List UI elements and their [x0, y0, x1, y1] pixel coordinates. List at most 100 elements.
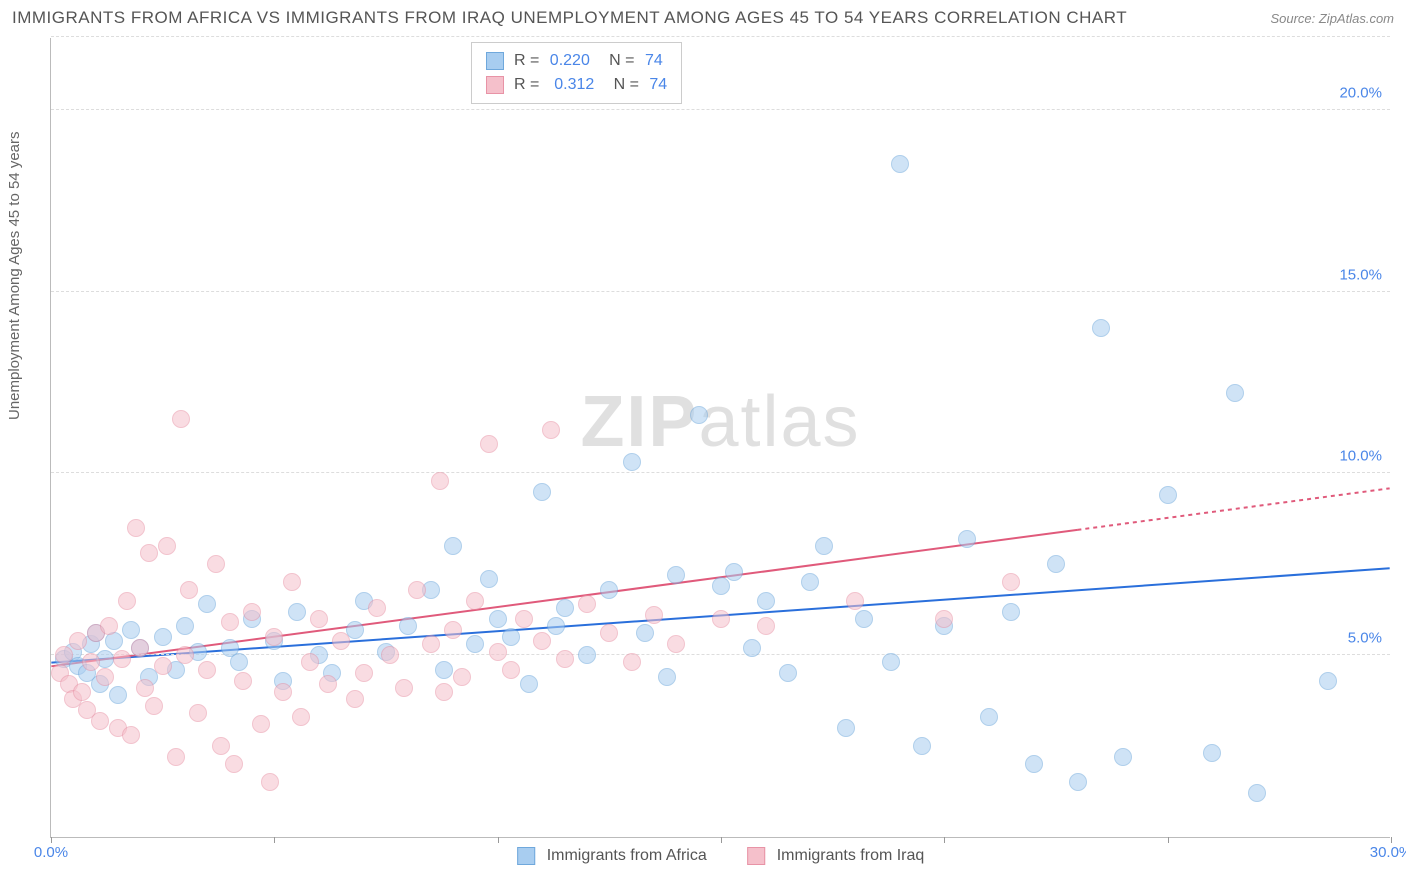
data-point-africa	[466, 635, 484, 653]
data-point-africa	[122, 621, 140, 639]
grid-line	[51, 654, 1390, 655]
data-point-iraq	[533, 632, 551, 650]
y-tick-label: 15.0%	[1339, 266, 1382, 283]
data-point-iraq	[234, 672, 252, 690]
data-point-africa	[913, 737, 931, 755]
data-point-africa	[502, 628, 520, 646]
data-point-africa	[578, 646, 596, 664]
data-point-africa	[520, 675, 538, 693]
grid-line	[51, 472, 1390, 473]
data-point-iraq	[502, 661, 520, 679]
x-tick-label: 0.0%	[34, 844, 68, 861]
data-point-iraq	[172, 410, 190, 428]
data-point-iraq	[127, 519, 145, 537]
chart-title: IMMIGRANTS FROM AFRICA VS IMMIGRANTS FRO…	[12, 8, 1127, 28]
data-point-iraq	[283, 573, 301, 591]
correlation-legend-box: R = 0.220 N = 74 R = 0.312 N = 74	[471, 42, 682, 104]
data-point-africa	[547, 617, 565, 635]
data-point-iraq	[319, 675, 337, 693]
data-point-africa	[1069, 773, 1087, 791]
data-point-iraq	[645, 606, 663, 624]
data-point-iraq	[252, 715, 270, 733]
data-point-africa	[480, 570, 498, 588]
legend-swatch-africa	[486, 52, 504, 70]
data-point-iraq	[422, 635, 440, 653]
data-point-africa	[288, 603, 306, 621]
data-point-iraq	[712, 610, 730, 628]
data-point-iraq	[145, 697, 163, 715]
data-point-iraq	[122, 726, 140, 744]
data-point-africa	[743, 639, 761, 657]
data-point-africa	[533, 483, 551, 501]
data-point-iraq	[542, 421, 560, 439]
data-point-africa	[1025, 755, 1043, 773]
source-attribution: Source: ZipAtlas.com	[1270, 11, 1394, 26]
data-point-africa	[109, 686, 127, 704]
data-point-africa	[980, 708, 998, 726]
x-tick	[51, 837, 52, 843]
data-point-iraq	[158, 537, 176, 555]
grid-line	[51, 291, 1390, 292]
data-point-iraq	[91, 712, 109, 730]
data-point-africa	[882, 653, 900, 671]
legend-item-africa: Immigrants from Africa	[517, 847, 707, 865]
data-point-africa	[801, 573, 819, 591]
data-point-africa	[837, 719, 855, 737]
legend-label: Immigrants from Africa	[547, 847, 707, 865]
data-point-iraq	[140, 544, 158, 562]
data-point-iraq	[556, 650, 574, 668]
data-point-africa	[556, 599, 574, 617]
data-point-iraq	[176, 646, 194, 664]
data-point-iraq	[118, 592, 136, 610]
data-point-africa	[1248, 784, 1266, 802]
data-point-iraq	[757, 617, 775, 635]
data-point-iraq	[180, 581, 198, 599]
data-point-iraq	[395, 679, 413, 697]
data-point-iraq	[408, 581, 426, 599]
data-point-iraq	[346, 690, 364, 708]
legend-row-iraq: R = 0.312 N = 74	[486, 73, 667, 97]
y-tick-label: 20.0%	[1339, 84, 1382, 101]
data-point-africa	[154, 628, 172, 646]
grid-line	[51, 109, 1390, 110]
data-point-africa	[198, 595, 216, 613]
data-point-africa	[176, 617, 194, 635]
data-point-iraq	[292, 708, 310, 726]
data-point-africa	[690, 406, 708, 424]
data-point-iraq	[431, 472, 449, 490]
data-point-africa	[725, 563, 743, 581]
data-point-africa	[399, 617, 417, 635]
data-point-africa	[891, 155, 909, 173]
data-point-iraq	[453, 668, 471, 686]
trend-lines-svg	[51, 38, 1390, 837]
data-point-africa	[1092, 319, 1110, 337]
data-point-iraq	[261, 773, 279, 791]
data-point-africa	[1226, 384, 1244, 402]
y-tick-label: 10.0%	[1339, 448, 1382, 465]
data-point-iraq	[221, 613, 239, 631]
legend-swatch-icon	[747, 847, 765, 865]
data-point-iraq	[600, 624, 618, 642]
data-point-iraq	[274, 683, 292, 701]
series-legend: Immigrants from Africa Immigrants from I…	[517, 847, 925, 865]
data-point-africa	[815, 537, 833, 555]
data-point-iraq	[96, 668, 114, 686]
data-point-africa	[855, 610, 873, 628]
data-point-iraq	[225, 755, 243, 773]
x-tick	[1168, 837, 1169, 843]
data-point-iraq	[623, 653, 641, 671]
data-point-iraq	[310, 610, 328, 628]
data-point-iraq	[55, 646, 73, 664]
data-point-iraq	[189, 704, 207, 722]
x-tick	[274, 837, 275, 843]
data-point-iraq	[489, 643, 507, 661]
legend-label: Immigrants from Iraq	[777, 847, 925, 865]
y-tick-label: 5.0%	[1348, 630, 1382, 647]
data-point-iraq	[667, 635, 685, 653]
data-point-iraq	[131, 639, 149, 657]
data-point-iraq	[1002, 573, 1020, 591]
x-tick	[1391, 837, 1392, 843]
data-point-africa	[435, 661, 453, 679]
data-point-iraq	[466, 592, 484, 610]
data-point-iraq	[207, 555, 225, 573]
